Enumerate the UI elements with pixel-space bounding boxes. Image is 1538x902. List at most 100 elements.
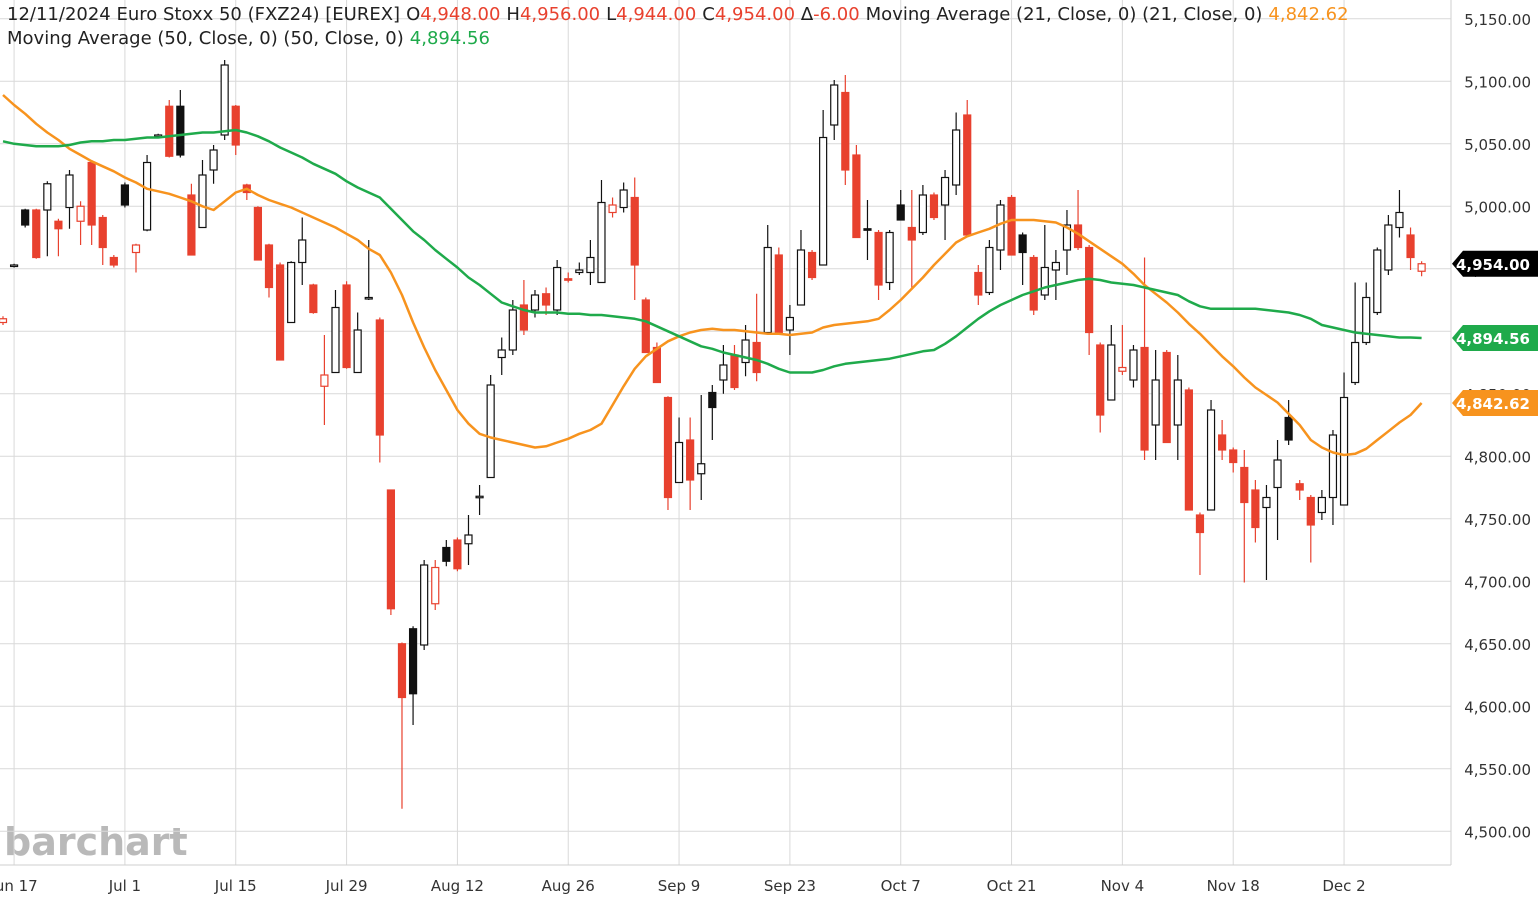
field-value: -6.00: [813, 4, 860, 25]
price-badge: [1452, 389, 1538, 416]
candle-body: [43, 183, 52, 211]
candle-body: [198, 174, 207, 229]
price-badge: [1452, 325, 1538, 352]
candle-body: [1406, 234, 1415, 259]
candle-body: [1339, 396, 1349, 506]
x-tick-label: Nov 18: [1207, 877, 1260, 895]
candle-body: [619, 189, 628, 209]
candle-body: [819, 136, 828, 266]
candle-body: [963, 114, 972, 236]
candle-body: [1218, 434, 1227, 451]
candle-body: [109, 256, 118, 266]
candle-body: [187, 194, 196, 256]
x-tick-label: Jul 1: [108, 877, 141, 895]
candle-body: [1062, 224, 1072, 251]
price-badge-label: 4,842.62: [1456, 395, 1530, 413]
candle-body: [220, 64, 229, 136]
candle-body: [120, 184, 130, 206]
candle-body: [996, 204, 1005, 251]
field-key: H: [506, 4, 520, 25]
price-badge-label: 4,894.56: [1456, 330, 1530, 348]
candle-body: [575, 269, 584, 274]
x-tick-label: Dec 2: [1322, 877, 1365, 895]
y-tick-label: 5,000.00: [1464, 198, 1531, 216]
candle-body: [1284, 416, 1293, 441]
candle-body: [553, 266, 562, 311]
x-tick-label: Jul 29: [325, 877, 368, 895]
candle-body: [442, 546, 451, 562]
candle-body: [752, 341, 761, 374]
candle-body: [929, 194, 939, 219]
candle-body: [1273, 459, 1282, 489]
candle-body: [940, 176, 950, 206]
candle-body: [763, 246, 772, 334]
candle-body: [1129, 349, 1138, 381]
candle-body: [275, 264, 285, 361]
field-key: ∆: [801, 4, 814, 25]
candle-body: [1184, 389, 1193, 511]
candle-body: [209, 149, 218, 171]
candle-body: [1140, 346, 1149, 451]
candle-body: [231, 105, 240, 146]
candle-body: [974, 271, 983, 296]
candle-body: [1107, 344, 1116, 401]
candle-body: [896, 204, 905, 221]
candle-body: [697, 463, 706, 475]
candle-body: [530, 294, 540, 311]
candle-body: [375, 319, 384, 436]
x-tick-label: Sep 23: [764, 877, 816, 895]
candle-body: [1373, 249, 1382, 314]
y-tick-label: 4,650.00: [1464, 636, 1531, 654]
candle-body: [785, 316, 794, 331]
candle-body: [663, 396, 673, 499]
field-key: C: [702, 4, 715, 25]
moving-average-line: [2, 94, 1423, 457]
legend-entry: Moving Average (21, Close, 0) (21, Close…: [865, 4, 1263, 25]
candle-body: [1018, 234, 1027, 254]
x-tick-label: Sep 9: [658, 877, 701, 895]
legend-value: 4,842.62: [1268, 4, 1349, 25]
y-tick-label: 5,150.00: [1464, 11, 1531, 29]
x-tick-label: Aug 26: [542, 877, 595, 895]
candle-body: [630, 196, 639, 266]
candle-body: [431, 566, 440, 605]
y-tick-label: 4,700.00: [1464, 573, 1531, 591]
field-value: 4,956.00: [519, 4, 601, 25]
y-tick-label: 4,500.00: [1464, 823, 1531, 841]
candle-body: [1306, 496, 1315, 526]
y-tick-label: 4,600.00: [1464, 698, 1531, 716]
candle-body: [1362, 296, 1371, 344]
candle-body: [1085, 246, 1094, 334]
candle-body: [87, 161, 96, 226]
candle-body: [796, 249, 806, 306]
candle-body: [253, 206, 263, 261]
candle-body: [1240, 466, 1249, 504]
candle-body: [519, 304, 529, 331]
candle-body: [541, 293, 551, 306]
candle-body: [0, 318, 8, 324]
candle-body: [309, 284, 318, 314]
candle-body: [830, 84, 839, 126]
candle-body: [464, 534, 473, 545]
moving-average-line: [2, 128, 1422, 374]
candle-body: [475, 495, 484, 499]
legend-entry: Moving Average (50, Close, 0) (50, Close…: [7, 28, 404, 49]
candle-body: [420, 564, 429, 646]
candle-body: [320, 374, 329, 387]
candle-body: [985, 246, 994, 294]
candle-body: [32, 209, 41, 259]
candle-body: [65, 174, 74, 209]
candle-body: [1029, 256, 1038, 311]
candle-body: [1417, 263, 1426, 272]
candle-body: [674, 441, 684, 484]
y-tick-label: 4,750.00: [1464, 511, 1531, 529]
candle-body: [952, 129, 961, 186]
candle-body: [165, 105, 174, 157]
field-key: L: [606, 4, 617, 25]
candle-body: [1173, 379, 1182, 426]
candle-body: [641, 299, 650, 354]
candle-body: [1229, 449, 1238, 464]
candle-body: [131, 244, 141, 254]
candle-body: [564, 278, 573, 281]
